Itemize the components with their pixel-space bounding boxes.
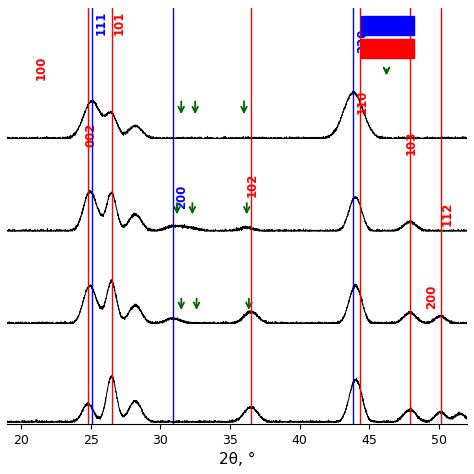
Text: 200: 200 (425, 285, 438, 310)
Text: 200: 200 (175, 185, 188, 210)
Text: 111: 111 (94, 10, 108, 35)
X-axis label: 2θ, °: 2θ, ° (219, 452, 255, 467)
Text: 102: 102 (246, 173, 258, 197)
Text: 110: 110 (356, 89, 368, 114)
Text: 220: 220 (356, 29, 369, 54)
Text: 112: 112 (440, 202, 454, 226)
Text: 101: 101 (112, 10, 125, 35)
Text: 100: 100 (35, 56, 48, 81)
Bar (361, 39, 414, 57)
Text: 103: 103 (405, 131, 418, 155)
Bar (361, 16, 414, 35)
Text: 002: 002 (84, 123, 97, 147)
